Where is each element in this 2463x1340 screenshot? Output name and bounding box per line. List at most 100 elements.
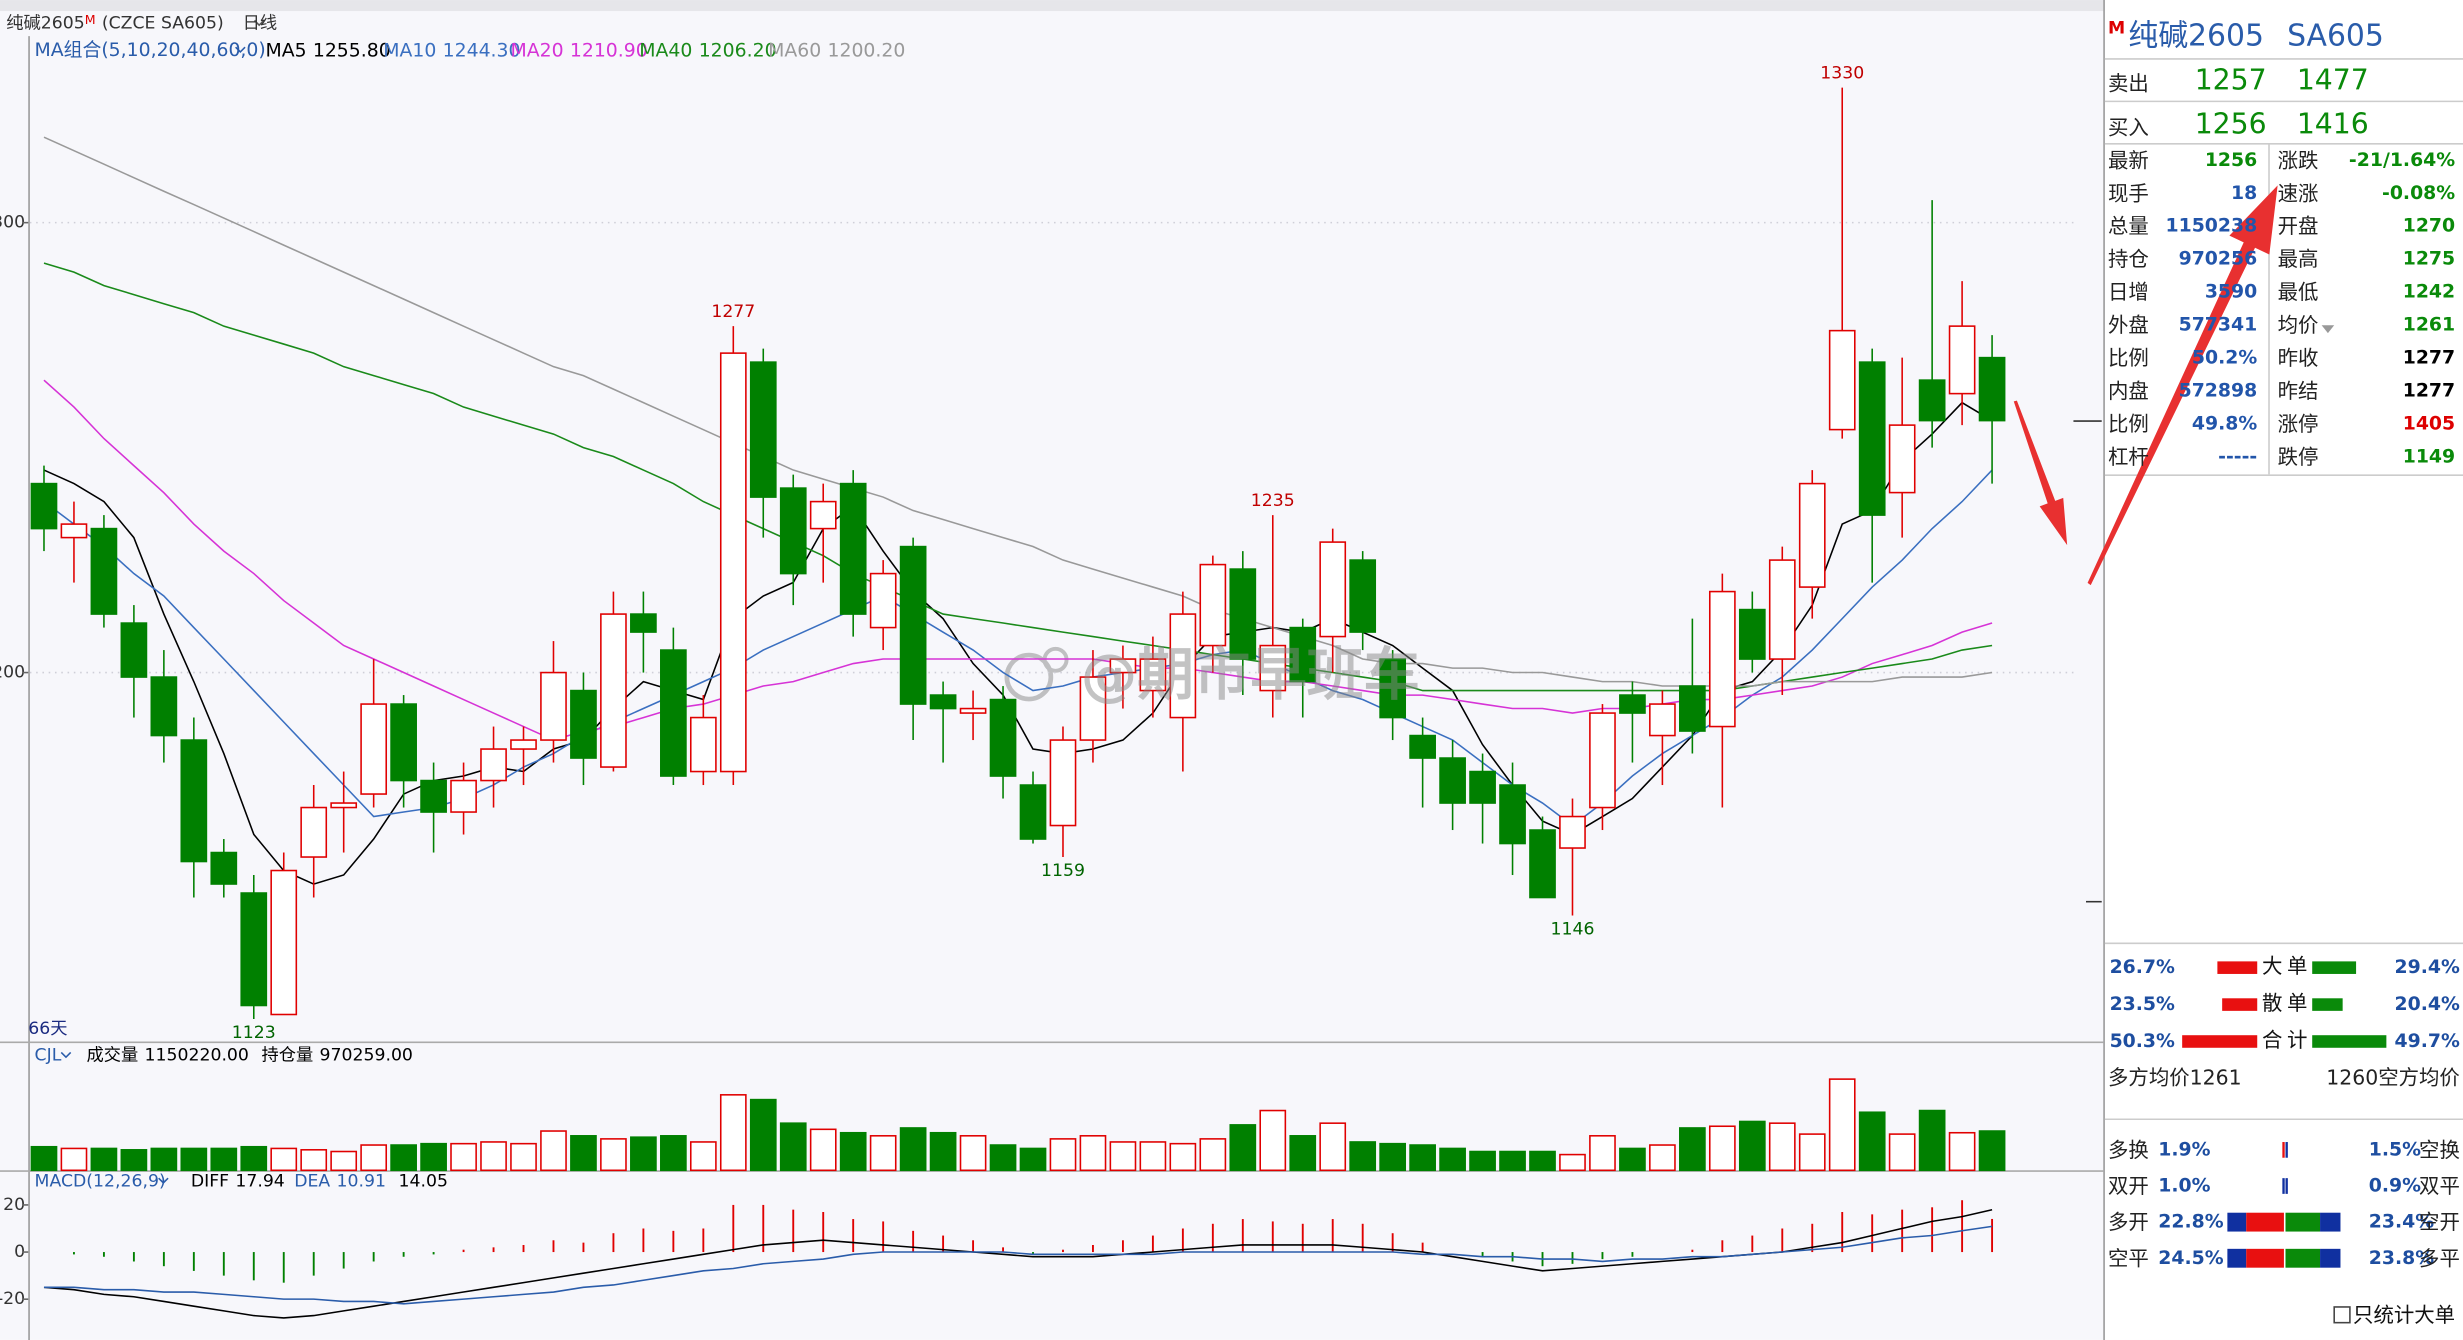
position-pct: 1.9% xyxy=(2158,1139,2210,1160)
y-tick-label: 20 xyxy=(3,1195,25,1215)
volume-bar xyxy=(210,1147,238,1172)
position-pct: 0.9% xyxy=(2369,1176,2421,1197)
candle-body xyxy=(719,352,747,773)
candle-body xyxy=(1768,559,1796,660)
stat-value: 1242 xyxy=(2403,282,2455,303)
position-segment xyxy=(2246,1248,2284,1268)
volume-bar xyxy=(689,1141,717,1172)
stat-value: 18 xyxy=(2231,183,2257,204)
candle-body xyxy=(120,622,148,678)
candle-body xyxy=(1858,361,1886,516)
ma-legend: MA20 1210.90 xyxy=(511,40,648,61)
stat-value: ----- xyxy=(2218,447,2257,468)
candle-body xyxy=(480,748,507,782)
volume-header: CJL 成交量 1150220.00 持仓量 970259.00 xyxy=(35,1046,413,1066)
candle-body xyxy=(929,694,957,710)
volume-bar xyxy=(60,1147,88,1172)
candle-body xyxy=(360,703,388,795)
volume-header-part: CJL xyxy=(35,1046,62,1066)
ma-line xyxy=(43,401,1993,885)
side-volume: 1477 xyxy=(2297,64,2369,97)
candle-body xyxy=(30,482,58,530)
volume-bar xyxy=(540,1130,567,1172)
candle-body xyxy=(1529,829,1556,899)
candle-body xyxy=(1888,424,1916,494)
candle-body xyxy=(1559,815,1586,849)
stat-value: 1405 xyxy=(2403,414,2455,435)
watermark-text: @期市早班车 xyxy=(1081,643,1420,708)
volume-bar xyxy=(1319,1122,1347,1172)
stat-value: 1256 xyxy=(2205,150,2257,171)
candle-body xyxy=(749,361,777,498)
y-tick-label: 1200 xyxy=(0,663,25,683)
candle-body xyxy=(869,572,897,629)
candle-body xyxy=(1259,644,1287,692)
indicator-label: MA组合(5,10,20,40,60,0) xyxy=(35,39,266,61)
candle-body xyxy=(1019,784,1047,840)
avg-long: 多方均价1261 xyxy=(2108,1066,2242,1090)
extreme-label: 1123 xyxy=(232,1023,276,1043)
volume-header-part: 1150220.00 xyxy=(145,1046,249,1066)
stat-value: 1275 xyxy=(2403,249,2455,270)
candle-body xyxy=(1049,739,1077,827)
stat-label: 涨停 xyxy=(2278,412,2319,436)
position-label: 多换 xyxy=(2108,1138,2149,1162)
volume-bar xyxy=(360,1144,388,1172)
candle-body xyxy=(390,703,417,782)
volume-bar xyxy=(1139,1141,1167,1172)
quote-name: 纯碱2605 xyxy=(2128,19,2264,54)
stat-value: 577341 xyxy=(2179,315,2258,336)
side-label: 买入 xyxy=(2108,115,2149,139)
volume-bar xyxy=(570,1135,597,1172)
avg-short: 1260空方均价 xyxy=(2326,1066,2460,1090)
macd-line xyxy=(43,1208,1993,1319)
stat-value: 1277 xyxy=(2403,348,2455,369)
extreme-label: 1159 xyxy=(1041,861,1085,881)
stat-label: 速涨 xyxy=(2278,181,2319,205)
flow-pct: 50.3% xyxy=(2110,1031,2175,1052)
flow-bar xyxy=(2217,961,2258,974)
position-pct: 24.5% xyxy=(2158,1248,2223,1269)
volume-bar xyxy=(1589,1135,1616,1172)
candle-body xyxy=(60,523,88,539)
candle-body xyxy=(630,613,657,633)
volume-bar xyxy=(420,1142,447,1172)
stat-label: 开盘 xyxy=(2278,214,2319,238)
stat-label: 比例 xyxy=(2108,412,2149,436)
checkbox-label: 只统计大单 xyxy=(2353,1303,2455,1327)
volume-bar xyxy=(1858,1111,1886,1172)
volume-bar xyxy=(240,1145,268,1172)
volume-header-part: 成交量 xyxy=(86,1046,138,1066)
volume-bar xyxy=(450,1142,477,1172)
stat-label: 最高 xyxy=(2278,247,2319,271)
volume-bar xyxy=(300,1149,328,1172)
position-label: 多开 xyxy=(2108,1210,2149,1234)
candle-body xyxy=(1619,694,1646,714)
volume-bar xyxy=(1439,1147,1466,1172)
macd-header-part: DIFF xyxy=(191,1171,229,1191)
annotation-arrow xyxy=(2087,185,2278,586)
ma-line xyxy=(43,262,1993,692)
stat-value: -0.08% xyxy=(2382,183,2455,204)
macd-header-part: 10.91 xyxy=(337,1171,386,1191)
volume-bar xyxy=(989,1144,1017,1172)
checkbox[interactable] xyxy=(2333,1306,2351,1324)
ma-legend-part: MA10 xyxy=(383,40,436,61)
stat-value: 3590 xyxy=(2205,282,2257,303)
volume-bar xyxy=(1289,1135,1317,1172)
stat-value: 1149 xyxy=(2403,447,2455,468)
stat-label: 比例 xyxy=(2108,346,2149,370)
watermark-icon xyxy=(1004,652,1054,702)
volume-bar xyxy=(150,1147,178,1172)
candle-body xyxy=(180,739,208,863)
dropdown-icon xyxy=(253,19,265,27)
candle-body xyxy=(1169,613,1197,719)
candle-body xyxy=(1589,712,1616,809)
side-price: 1256 xyxy=(2195,108,2267,141)
volume-bar xyxy=(120,1149,148,1172)
stat-label: 最新 xyxy=(2108,148,2149,172)
volume-bar xyxy=(30,1145,58,1172)
volume-header-part: 970259.00 xyxy=(320,1046,413,1066)
candle-body xyxy=(1139,658,1167,692)
